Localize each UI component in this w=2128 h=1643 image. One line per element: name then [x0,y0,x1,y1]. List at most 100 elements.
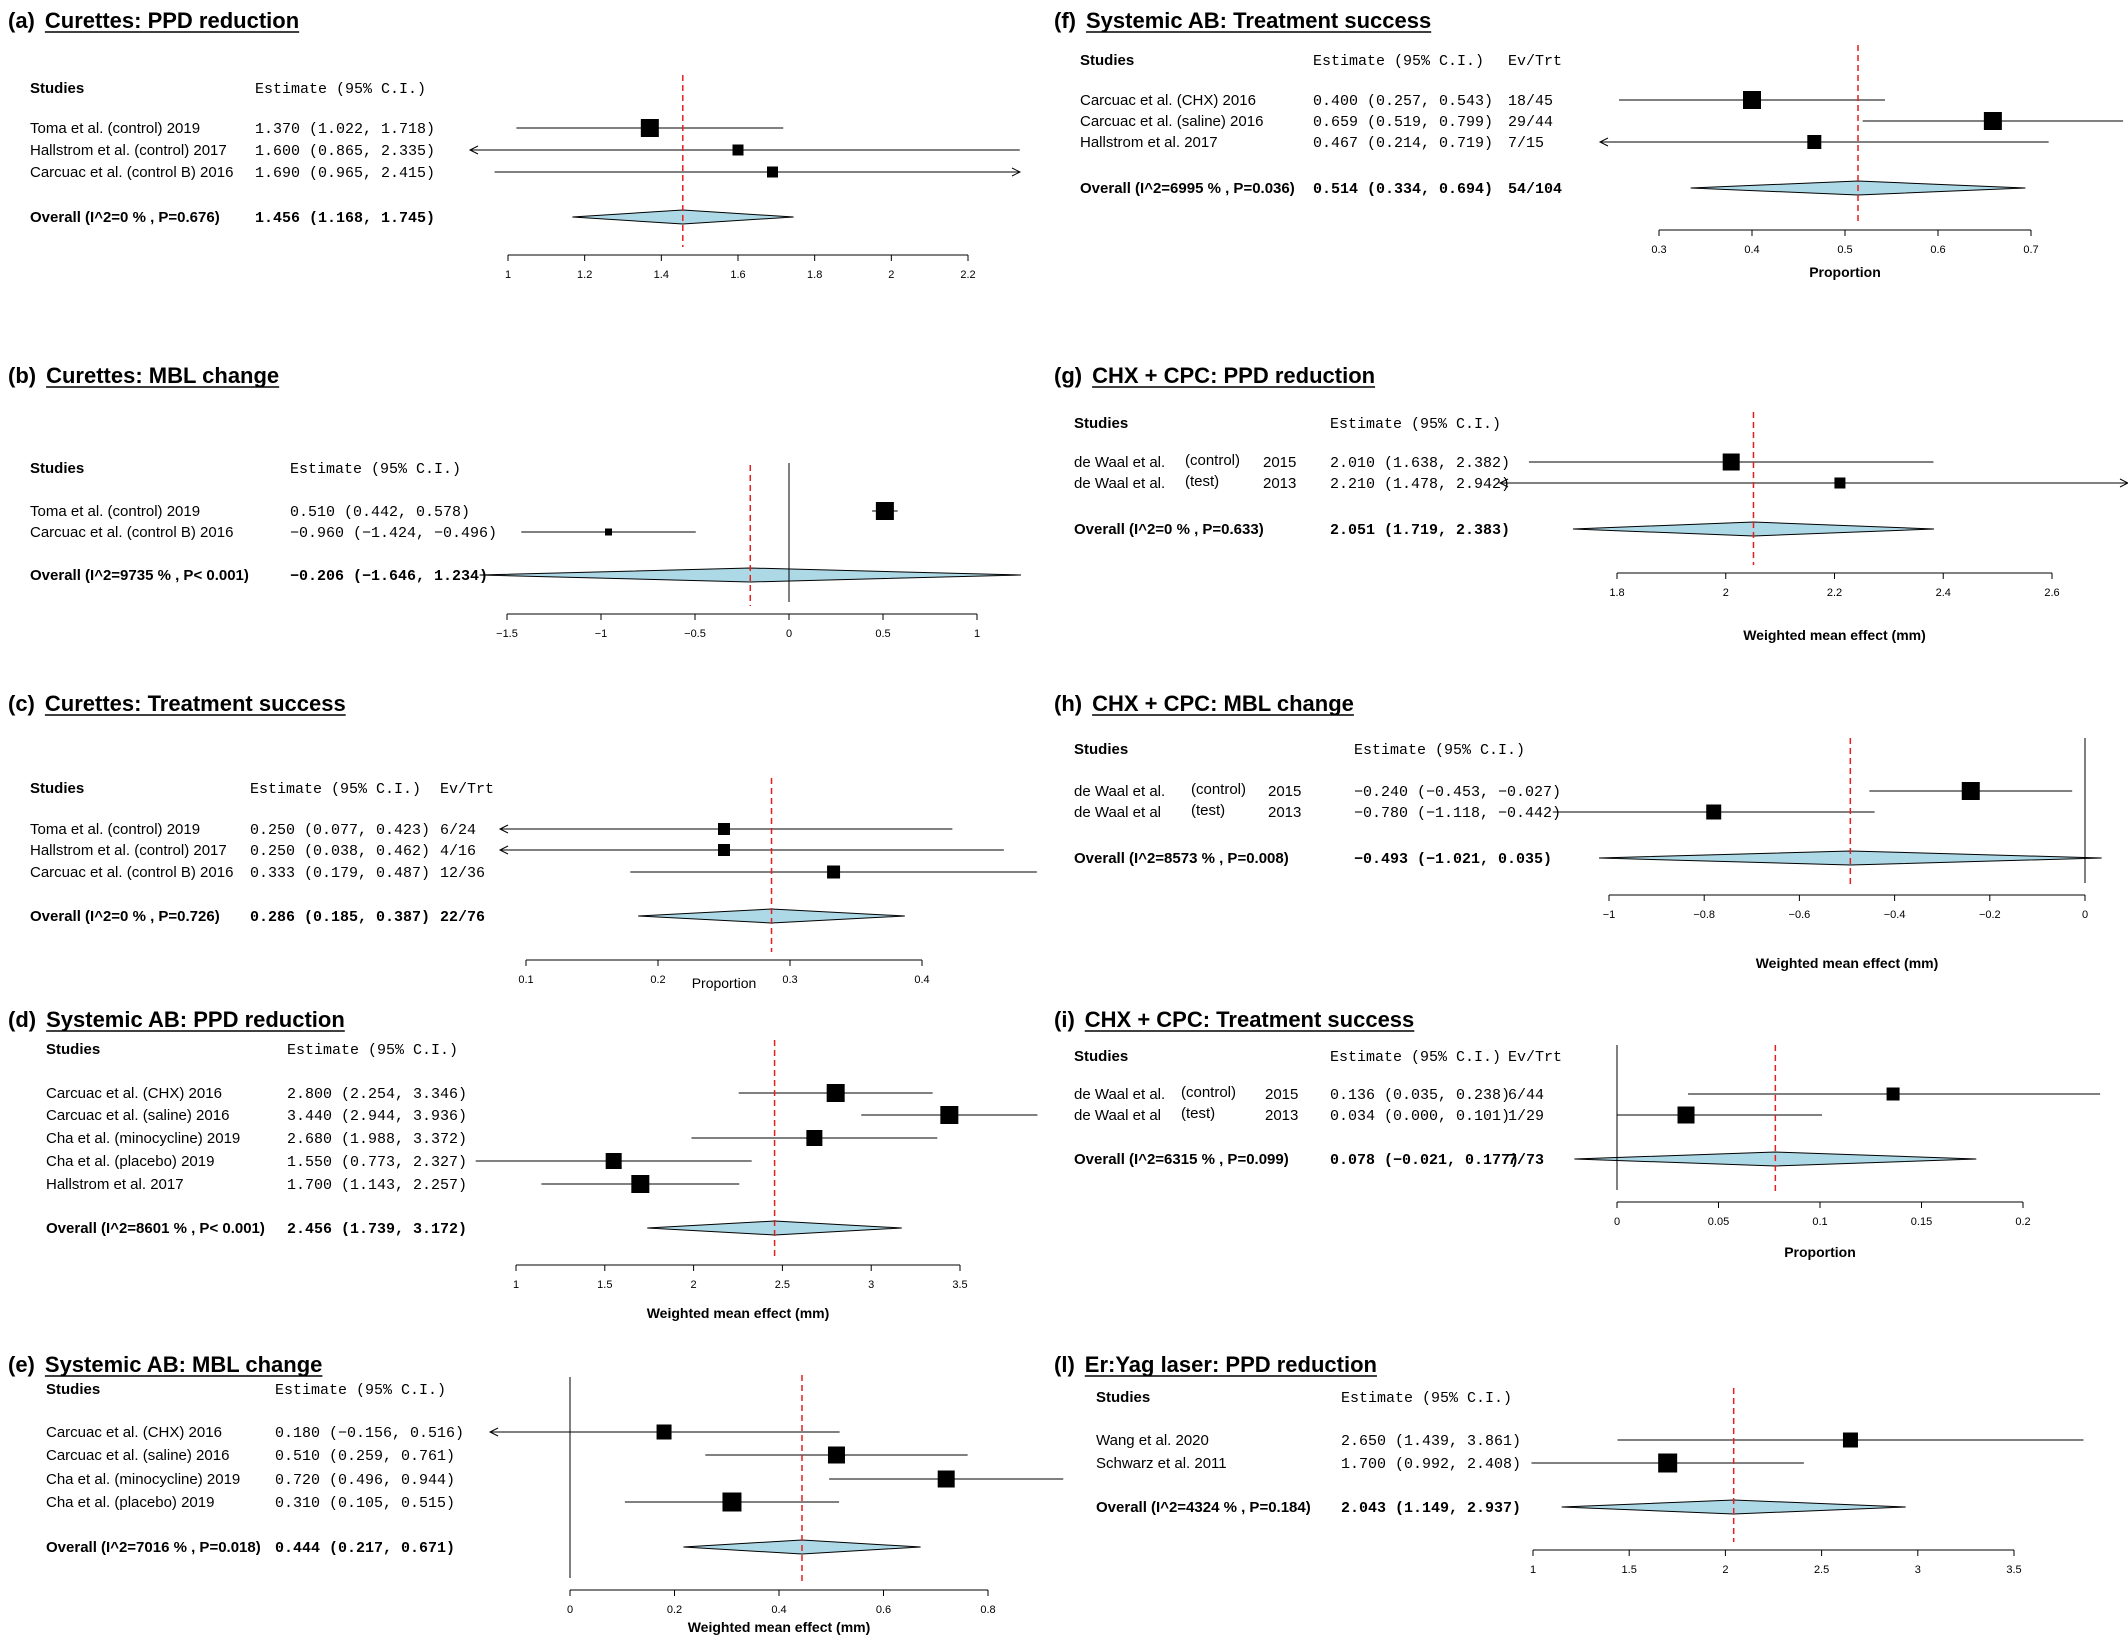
overall-estimate: 2.043 (1.149, 2.937) [1341,1500,1521,1517]
overall-estimate: 2.051 (1.719, 2.383) [1330,522,1510,539]
forest-panel-b: (b) Curettes: MBL change Studies Estimate (… [8,363,1022,640]
forest-panel-a: (a) Curettes: PPD reduction Studies Estimat… [8,8,1022,281]
x-tick-label: 1.5 [1622,1564,1637,1576]
study-name: Hallstrom et al. (control) 2017 [30,842,227,859]
x-tick-label: 1 [974,628,980,640]
panel-label: (a) [8,8,35,33]
ci-arrow-left [498,824,509,834]
study-name: de Waal et al [1074,1107,1161,1124]
panel-title: Systemic AB: Treatment success [1086,8,1431,33]
panel-label: (d) [8,1007,36,1032]
forest-panel-i: (i) CHX + CPC: Treatment success Studies Es… [1054,1007,2101,1260]
x-tick-label: 0.2 [2015,1216,2030,1228]
x-tick-label: 2.6 [2044,587,2059,599]
study-estimate: 2.010 (1.638, 2.382) [1330,455,1510,472]
study-name: Carcuac et al. (CHX) 2016 [46,1085,222,1102]
study-point [1658,1453,1678,1473]
studies-header: Studies [46,1381,100,1398]
x-tick-label: 1.8 [1609,587,1624,599]
overall-label: Overall (I^2=7016 % , P=0.018) [46,1539,261,1556]
x-tick-label: 1.4 [654,269,669,281]
study-ev-trt: 1/29 [1508,1108,1544,1125]
overall-estimate: 2.456 (1.739, 3.172) [287,1221,467,1238]
study-name: Carcuac et al. (saline) 2016 [1080,113,1263,130]
x-tick-label: −0.5 [684,628,706,640]
study-point [722,1492,742,1512]
overall-estimate: 1.456 (1.168, 1.745) [255,210,435,227]
ev-trt-header: Ev/Trt [440,781,494,798]
ev-trt-header: Ev/Trt [1508,1049,1562,1066]
studies-header: Studies [1096,1389,1150,1406]
x-tick-label: 1 [513,1279,519,1291]
x-axis-label: Weighted mean effect (mm) [1743,627,1926,643]
panel-title: CHX + CPC: Treatment success [1085,1007,1415,1032]
x-tick-label: 0.8 [980,1604,995,1616]
study-point [1743,91,1761,109]
study-point [605,528,613,536]
study-year: 2013 [1268,804,1301,821]
x-tick-label: 0 [567,1604,573,1616]
study-point [1842,1432,1858,1448]
panel-title: Er:Yag laser: PPD reduction [1085,1352,1377,1377]
study-ev-trt: 29/44 [1508,114,1553,131]
x-axis-label: Proportion [692,975,757,991]
x-tick-label: 2 [1722,1564,1728,1576]
study-point [806,1130,823,1146]
study-estimate: 0.510 (0.259, 0.761) [275,1448,455,1465]
overall-label: Overall (I^2=8573 % , P=0.008) [1074,850,1289,867]
ci-arrow-left [1598,137,1609,147]
x-tick-label: −1 [595,628,608,640]
x-tick-label: 0.1 [518,974,533,986]
study-estimate: 0.180 (−0.156, 0.516) [275,1425,464,1442]
study-point [767,166,778,178]
x-tick-label: 3.5 [2006,1564,2021,1576]
overall-ev-trt: 7/73 [1508,1152,1544,1169]
x-tick-label: −0.8 [1693,909,1715,921]
study-name: Schwarz et al. 2011 [1096,1455,1227,1472]
study-ev-trt: 18/45 [1508,93,1553,110]
study-name: Toma et al. (control) 2019 [30,821,200,838]
study-estimate: 0.510 (0.442, 0.578) [290,504,470,521]
study-estimate: 0.659 (0.519, 0.799) [1313,114,1493,131]
panel-title: Curettes: PPD reduction [45,8,299,33]
study-estimate: 2.650 (1.439, 3.861) [1341,1433,1521,1450]
panel-label: (b) [8,363,36,388]
studies-header: Studies [1074,415,1128,432]
study-name: de Waal et al. [1074,475,1165,492]
study-name: Carcuac et al. (control B) 2016 [30,864,233,881]
study-name: Toma et al. (control) 2019 [30,120,200,137]
x-tick-label: 2.5 [1814,1564,1829,1576]
panel-title: CHX + CPC: PPD reduction [1092,363,1375,388]
study-name: Toma et al. (control) 2019 [30,503,200,520]
overall-label: Overall (I^2=6995 % , P=0.036) [1080,180,1295,197]
x-axis-label: Weighted mean effect (mm) [1756,955,1939,971]
study-name: de Waal et al [1074,804,1161,821]
x-tick-label: 2 [1723,587,1729,599]
x-tick-label: 1.8 [807,269,822,281]
x-tick-label: 0.15 [1911,1216,1932,1228]
studies-header: Studies [1074,1048,1128,1065]
study-name: Carcuac et al. (saline) 2016 [46,1447,229,1464]
study-name: de Waal et al. [1074,1086,1165,1103]
ci-arrow-left [1498,478,1509,488]
x-tick-label: 0 [2082,909,2088,921]
study-estimate: 1.370 (1.022, 1.718) [255,121,435,138]
study-year: 2015 [1268,783,1301,800]
study-name: Hallstrom et al. 2017 [46,1176,184,1193]
study-point [1677,1106,1695,1124]
study-year: 2015 [1265,1086,1298,1103]
study-estimate: 1.700 (0.992, 2.408) [1341,1456,1521,1473]
panel-label: (g) [1054,363,1082,388]
overall-estimate: 0.514 (0.334, 0.694) [1313,181,1493,198]
x-tick-label: 2 [888,269,894,281]
x-tick-label: 1 [505,269,511,281]
study-estimate: 1.700 (1.143, 2.257) [287,1177,467,1194]
x-tick-label: 0.7 [2023,244,2038,256]
overall-label: Overall (I^2=8601 % , P< 0.001) [46,1220,265,1237]
study-estimate: 1.690 (0.965, 2.415) [255,165,435,182]
x-tick-label: 1.5 [597,1279,612,1291]
estimate-header: Estimate (95% C.I.) [275,1382,446,1399]
study-name: de Waal et al. [1074,783,1165,800]
ci-arrow-left [468,145,479,155]
x-tick-label: −0.6 [1789,909,1811,921]
